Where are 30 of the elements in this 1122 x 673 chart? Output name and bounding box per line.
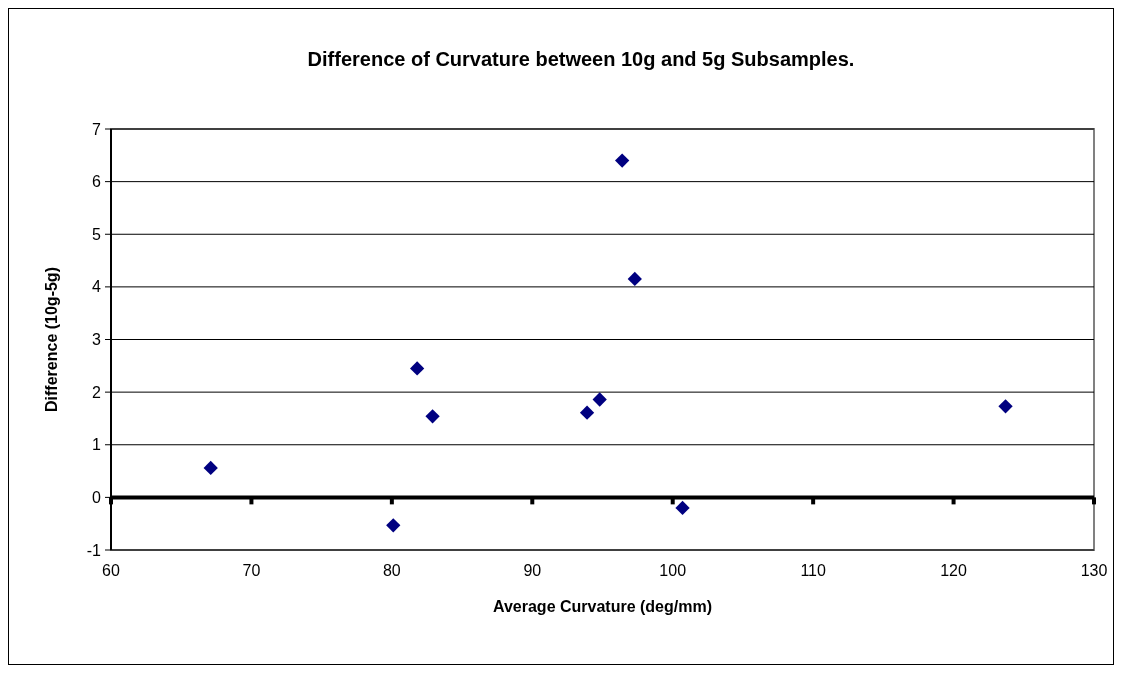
x-tick-label: 70 — [242, 562, 261, 579]
y-tick-label: 1 — [92, 436, 102, 454]
chart-title: Difference of Curvature between 10g and 5g Subsamples. — [307, 48, 855, 70]
x-tick-label: 90 — [523, 562, 542, 579]
point — [998, 399, 1013, 414]
point — [675, 500, 690, 516]
y-tick-label: -1 — [86, 541, 102, 559]
x-tick-label: 100 — [659, 562, 687, 579]
x-tick-label: 80 — [382, 562, 401, 579]
point — [386, 518, 401, 533]
x-tick-label: 110 — [800, 562, 826, 579]
x-tick-label: 60 — [102, 562, 120, 579]
y-tick-label: 5 — [92, 225, 102, 243]
y-tick-label: 2 — [92, 383, 102, 401]
y-tick-label: 0 — [92, 488, 102, 506]
point — [615, 153, 630, 168]
x-axis-title: Average Curvature (deg/mm) — [492, 598, 713, 615]
y-tick-label: 4 — [92, 278, 102, 296]
point — [203, 460, 218, 476]
point — [409, 361, 425, 376]
y-axis-title: Difference (10g-5g) — [43, 267, 60, 412]
point — [627, 271, 642, 287]
y-tick-label: 6 — [92, 173, 102, 191]
point — [425, 409, 440, 424]
point — [592, 392, 607, 407]
y-tick-label: 3 — [92, 331, 102, 349]
point — [579, 405, 595, 420]
y-tick-label: 7 — [92, 120, 102, 138]
x-tick-label: 130 — [1080, 562, 1108, 579]
x-tick-label: 120 — [940, 562, 968, 579]
